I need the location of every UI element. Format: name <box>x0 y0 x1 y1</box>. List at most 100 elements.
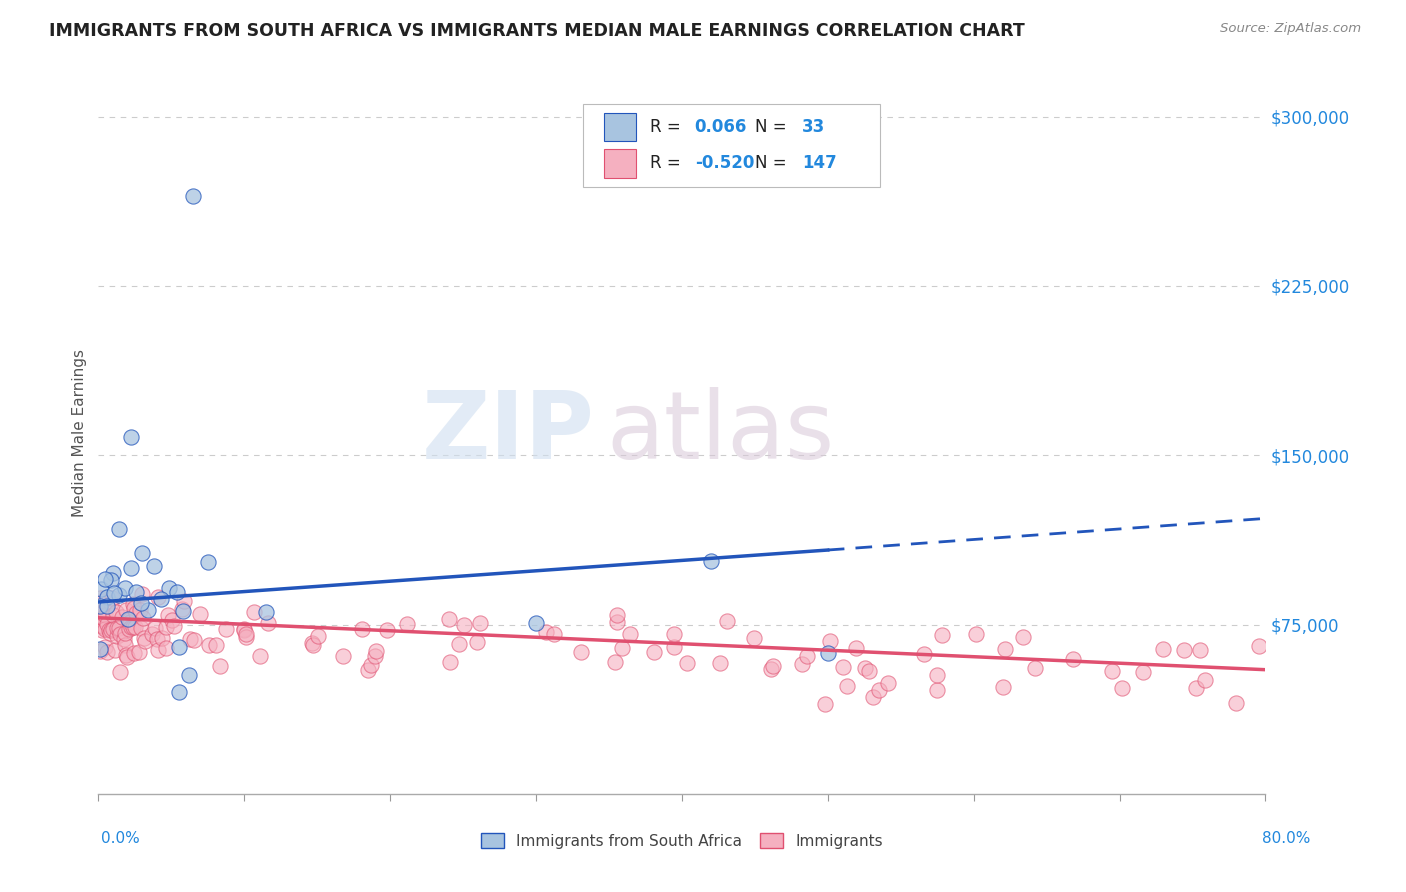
Point <box>1152 641 1174 656</box>
Point <box>835 680 858 694</box>
Point <box>143 621 166 635</box>
Point <box>101 591 124 605</box>
FancyBboxPatch shape <box>603 149 637 178</box>
Point <box>173 594 195 608</box>
Point <box>101 622 124 636</box>
Point <box>120 560 142 574</box>
Point <box>129 596 152 610</box>
Point <box>796 648 818 663</box>
Point <box>101 608 124 623</box>
Point <box>90 609 112 624</box>
Point <box>114 648 136 662</box>
Point <box>845 641 868 656</box>
Point <box>569 645 592 659</box>
Point <box>1062 652 1084 666</box>
Point <box>1225 696 1247 710</box>
Y-axis label: Median Male Earnings: Median Male Earnings <box>72 349 87 516</box>
Point <box>931 628 953 642</box>
Point <box>146 590 169 604</box>
Point <box>94 640 117 654</box>
Point <box>111 610 134 624</box>
Point <box>166 585 188 599</box>
Point <box>188 607 211 621</box>
Point <box>100 574 122 588</box>
Point <box>120 615 142 629</box>
Point <box>1173 643 1195 657</box>
Point <box>606 608 628 623</box>
Point <box>114 638 136 652</box>
Point <box>122 600 145 615</box>
Point <box>543 627 565 641</box>
Point <box>709 657 731 671</box>
Point <box>90 619 112 633</box>
Point <box>142 558 165 573</box>
Point <box>105 629 128 643</box>
Point <box>177 668 200 682</box>
Point <box>108 621 131 635</box>
Point <box>925 667 948 681</box>
Text: N =: N = <box>755 118 793 136</box>
Point <box>256 616 278 631</box>
Point <box>242 605 264 619</box>
Point <box>108 626 131 640</box>
Point <box>606 615 628 629</box>
Point <box>89 642 111 657</box>
Point <box>172 604 194 618</box>
Legend: Immigrants from South Africa, Immigrants: Immigrants from South Africa, Immigrants <box>475 827 889 855</box>
Text: 33: 33 <box>801 118 825 136</box>
Point <box>363 648 385 663</box>
Point <box>352 622 374 636</box>
Text: R =: R = <box>651 154 686 172</box>
Point <box>453 618 475 632</box>
Point <box>181 188 204 202</box>
Point <box>605 655 627 669</box>
Point <box>375 623 398 637</box>
Point <box>100 623 122 637</box>
Point <box>156 608 179 623</box>
Point <box>179 632 201 646</box>
Point <box>396 616 419 631</box>
Point <box>155 641 177 656</box>
Point <box>742 631 765 645</box>
Point <box>204 638 226 652</box>
Point <box>91 611 114 625</box>
Point <box>307 629 329 643</box>
Point <box>89 591 111 605</box>
Point <box>360 658 382 673</box>
Point <box>96 616 118 631</box>
Point <box>131 587 153 601</box>
Point <box>209 659 232 673</box>
Point <box>814 697 837 711</box>
Text: ZIP: ZIP <box>422 386 595 479</box>
Point <box>662 640 685 655</box>
Point <box>114 581 136 595</box>
Text: 80.0%: 80.0% <box>1263 831 1310 846</box>
Point <box>118 622 141 636</box>
Point <box>524 615 547 630</box>
Text: N =: N = <box>755 154 793 172</box>
Point <box>249 648 271 663</box>
Point <box>832 660 855 674</box>
Point <box>96 590 118 604</box>
Point <box>148 642 170 657</box>
Point <box>170 601 193 615</box>
Point <box>150 592 173 607</box>
Point <box>90 582 112 596</box>
Point <box>439 655 461 669</box>
FancyBboxPatch shape <box>582 103 880 187</box>
Point <box>676 656 699 670</box>
Point <box>912 648 935 662</box>
Point <box>163 619 186 633</box>
Point <box>818 633 841 648</box>
Point <box>534 624 557 639</box>
Point <box>93 612 115 626</box>
Point <box>98 623 121 637</box>
Point <box>853 661 876 675</box>
Point <box>1012 630 1035 644</box>
Point <box>160 613 183 627</box>
Point <box>112 632 135 646</box>
Point <box>91 593 114 607</box>
Point <box>1249 639 1271 653</box>
Point <box>993 680 1015 694</box>
Point <box>94 608 117 623</box>
